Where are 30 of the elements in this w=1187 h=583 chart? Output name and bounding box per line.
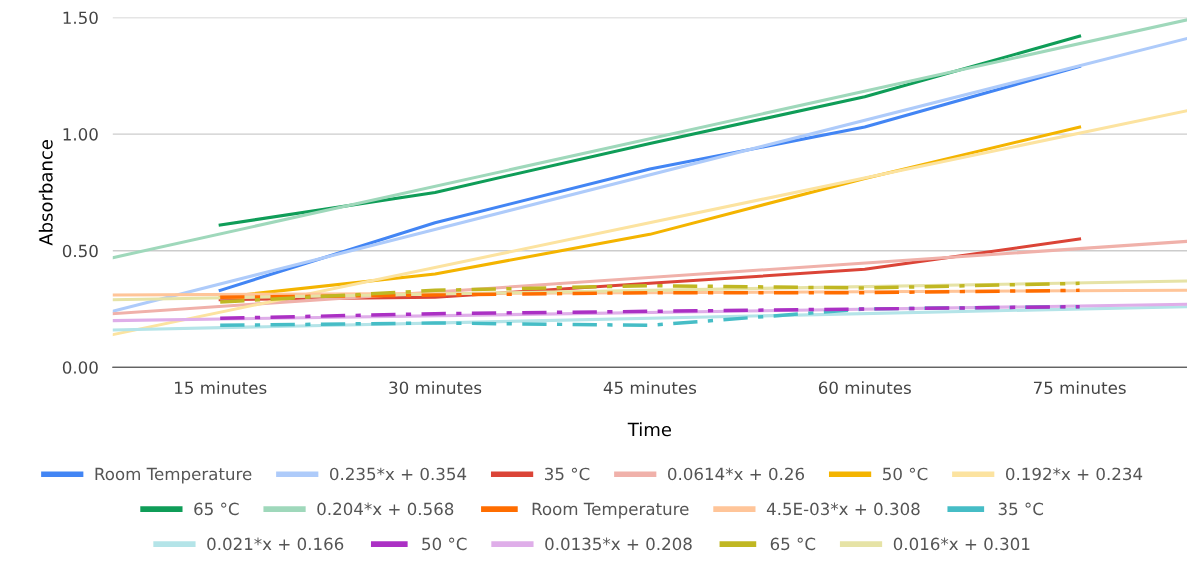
legend-label: 0.192*x + 0.234: [1006, 467, 1143, 481]
x-tick-label: 45 minutes: [603, 381, 697, 395]
legend-label: 0.235*x + 0.354: [330, 467, 467, 481]
legend-label: 50 °C: [422, 537, 467, 551]
legend-label: 0.204*x + 0.568: [317, 502, 454, 516]
line-series: [218, 288, 1082, 300]
legend-label: 0.0614*x + 0.26: [668, 467, 805, 481]
y-tick-label: 1.00: [63, 128, 98, 141]
legend-label: Room Temperature: [532, 502, 689, 519]
legend-label: 35 °C: [998, 502, 1044, 516]
legend-label: 35 °C: [545, 467, 590, 481]
line-series: [218, 281, 1082, 304]
y-axis-title: Absorbance: [38, 140, 53, 246]
legend-label: 65 °C: [194, 502, 239, 516]
legend-label: 0.021*x + 0.166: [207, 537, 344, 551]
x-tick-label: 30 minutes: [389, 381, 482, 395]
x-axis-title: Time: [627, 422, 672, 437]
legend-label: 4.5E-03*x + 0.308: [766, 502, 920, 516]
legend-label: 50 °C: [883, 467, 928, 481]
y-tick-label: 1.50: [63, 11, 98, 25]
legend-label: Room Temperature: [95, 467, 252, 484]
y-tick-label: 0.00: [62, 361, 98, 374]
line-series: [218, 304, 1082, 321]
x-tick-label: 75 minutes: [1033, 381, 1126, 395]
x-tick-label: 60 minutes: [818, 381, 911, 395]
y-tick-label: 0.50: [62, 244, 98, 258]
legend-label: 0.016*x + 0.301: [893, 537, 1030, 551]
legend-label: 65 °C: [770, 537, 816, 551]
x-tick-label: 15 minutes: [175, 381, 267, 395]
legend-label: 0.0135*x + 0.208: [545, 537, 692, 551]
